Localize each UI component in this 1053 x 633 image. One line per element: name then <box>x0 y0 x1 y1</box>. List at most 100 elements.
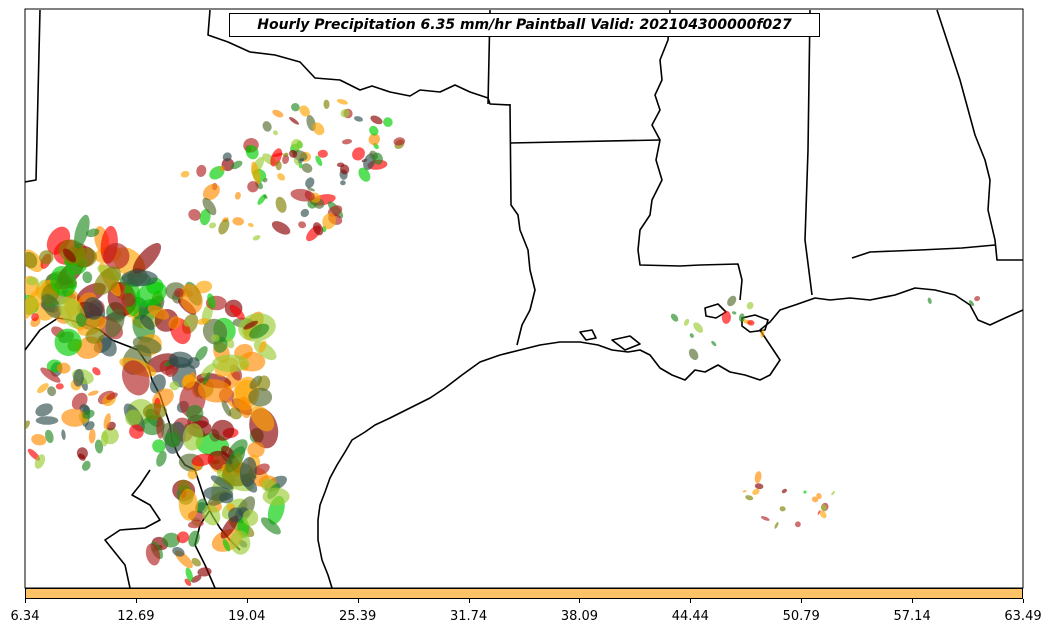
precip-blob <box>103 413 111 429</box>
precip-blob <box>195 498 207 513</box>
precip-blob <box>747 319 755 326</box>
colorbar-tick-label: 12.69 <box>117 609 155 624</box>
precip-blob <box>820 504 827 512</box>
precip-blob <box>968 300 975 307</box>
precip-blob <box>746 301 754 310</box>
precip-blob <box>298 221 307 229</box>
precip-blob <box>81 460 91 471</box>
precip-blob <box>290 188 315 202</box>
precip-blob <box>369 125 379 136</box>
precip-blob <box>760 329 765 338</box>
precip-blob <box>188 209 201 221</box>
precip-blob <box>239 457 257 487</box>
precip-blob <box>182 374 196 388</box>
colorbar-tick-label: 44.44 <box>671 609 709 624</box>
precip-blob <box>106 392 118 400</box>
precip-blob <box>35 416 59 425</box>
precip-blob <box>183 320 191 327</box>
precip-blob <box>275 160 282 171</box>
precip-blob <box>336 162 345 168</box>
coast-marsh-2 <box>611 335 641 351</box>
precip-blob <box>93 266 121 295</box>
precip-blob <box>293 158 300 166</box>
precip-paintball-layer <box>25 99 981 586</box>
precip-blob <box>209 222 217 229</box>
colorbar-tick-label: 50.79 <box>782 609 820 624</box>
precip-blob <box>683 318 690 326</box>
gulf-coastline <box>317 287 1023 588</box>
colorbar-tick-mark <box>912 599 914 603</box>
precip-blob <box>168 316 182 330</box>
precip-blob <box>819 510 827 519</box>
precip-blob <box>257 375 271 392</box>
precip-blob <box>61 408 88 427</box>
precip-blob <box>140 314 155 330</box>
precip-blob <box>54 328 82 357</box>
lake-pontchartrain <box>741 314 769 333</box>
precip-blob <box>272 152 284 158</box>
precip-blob <box>82 271 93 284</box>
precip-blob <box>73 214 90 249</box>
precip-blob <box>121 292 136 307</box>
precip-blob <box>145 543 161 566</box>
precip-blob <box>202 372 211 385</box>
precip-blob <box>760 516 770 521</box>
precip-blob <box>162 532 180 548</box>
precip-blob <box>164 432 181 448</box>
precip-blob <box>339 164 350 175</box>
precip-blob <box>61 429 66 440</box>
precip-blob <box>817 510 821 515</box>
precip-blob <box>229 304 245 320</box>
precip-blob <box>55 383 64 390</box>
precip-blob <box>39 250 54 265</box>
colorbar-tick-mark <box>801 599 803 603</box>
precip-blob <box>197 318 210 325</box>
precip-blob <box>336 99 348 105</box>
precip-blob <box>670 313 679 322</box>
precip-blob <box>731 311 737 315</box>
precip-blob <box>323 99 330 109</box>
colorbar-tick-mark <box>579 599 581 603</box>
precip-blob <box>238 396 252 419</box>
precip-blob <box>78 453 86 461</box>
precip-blob <box>289 116 299 125</box>
state-border-ar-la <box>509 139 661 144</box>
precip-blob <box>202 197 217 216</box>
precip-blob <box>172 546 185 557</box>
precip-blob <box>92 367 101 376</box>
precip-blob <box>352 147 365 161</box>
precip-blob <box>282 154 290 165</box>
precip-blob <box>263 194 268 199</box>
precip-blob <box>210 334 220 342</box>
precip-blob <box>322 213 336 230</box>
precip-blob <box>358 167 371 182</box>
precip-blob <box>222 538 231 552</box>
precip-blob <box>100 431 109 447</box>
coast-marsh-1 <box>579 329 597 341</box>
precip-blob <box>50 266 77 297</box>
precip-blob <box>774 522 779 529</box>
mississippi-river-border <box>637 9 743 301</box>
precip-blob <box>156 450 167 467</box>
precip-blob <box>47 386 57 397</box>
precip-blob <box>301 163 313 173</box>
map-title: Hourly Precipitation 6.35 mm/hr Paintbal… <box>229 13 820 37</box>
precip-blob <box>34 454 46 469</box>
precip-blob <box>372 152 383 165</box>
colorbar-tick-mark <box>468 599 470 603</box>
precip-blob <box>31 433 47 446</box>
precip-blob <box>251 161 261 184</box>
precip-blob <box>129 424 144 439</box>
precip-blob <box>44 429 54 444</box>
precip-blob <box>195 346 208 362</box>
precip-blob <box>247 222 254 228</box>
state-border-ms-al <box>804 9 813 296</box>
precip-blob <box>232 217 244 226</box>
precip-blob <box>86 228 100 238</box>
precip-blob <box>354 116 363 122</box>
precip-blob <box>179 283 203 314</box>
precip-blob <box>195 280 213 294</box>
precip-blob <box>197 379 233 403</box>
precip-blob <box>56 362 71 374</box>
